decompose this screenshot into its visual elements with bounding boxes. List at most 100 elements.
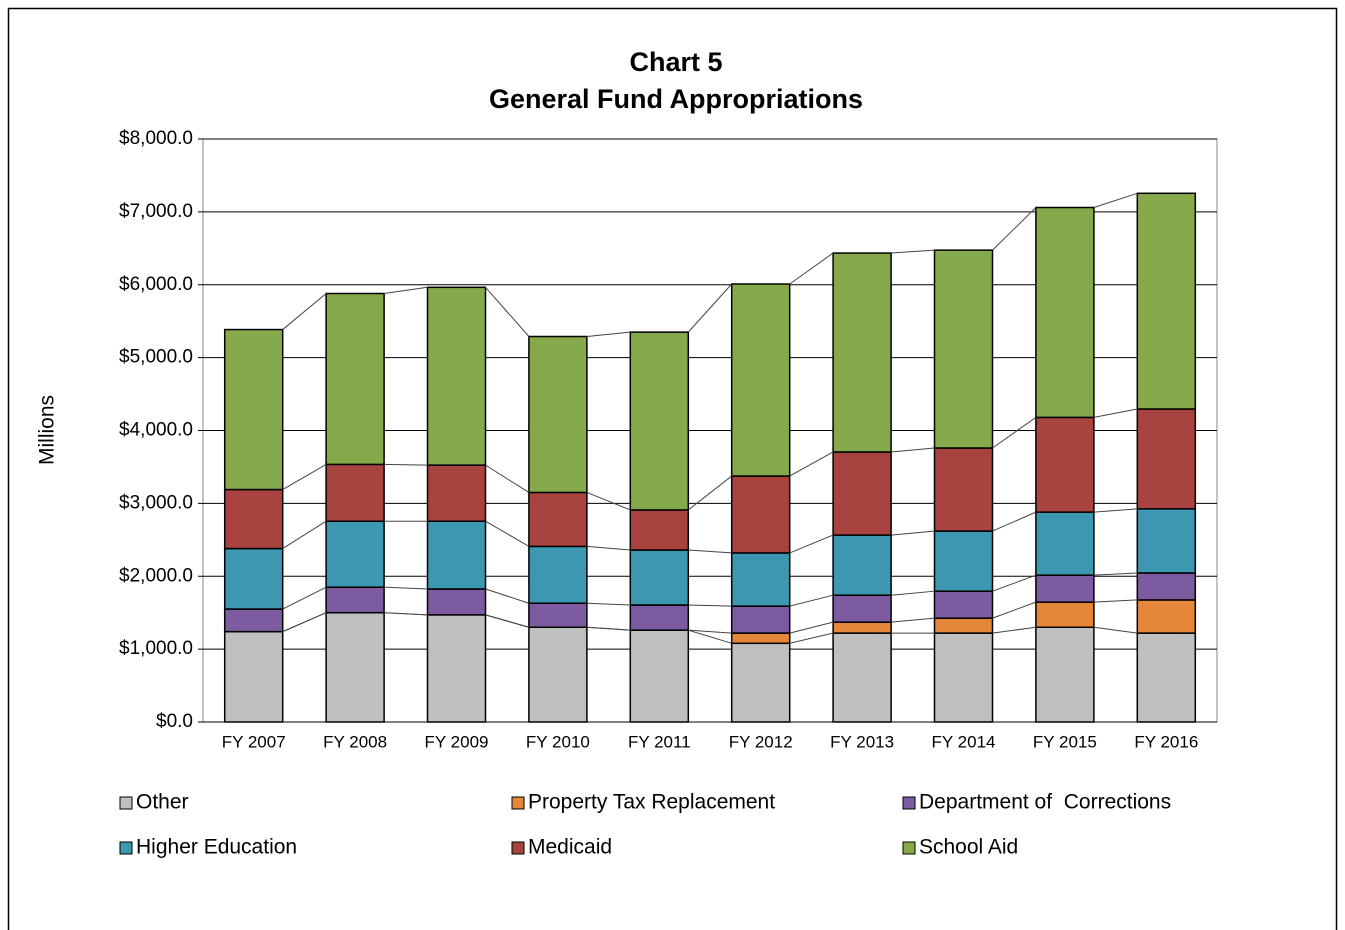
legend-label: Higher Education bbox=[136, 836, 297, 859]
bar-segment bbox=[325, 611, 385, 723]
bar-segment bbox=[223, 328, 284, 491]
x-tick-label: FY 2007 bbox=[222, 732, 286, 751]
connector-line bbox=[485, 614, 530, 628]
connector-line bbox=[282, 586, 327, 610]
x-tick-label: FY 2011 bbox=[628, 732, 691, 751]
x-tick-label: FY 2014 bbox=[932, 732, 996, 751]
connector-line bbox=[1093, 508, 1138, 513]
bar-segment bbox=[325, 586, 385, 614]
bar-segment bbox=[832, 632, 892, 723]
bar-segment bbox=[933, 249, 994, 449]
bar-segment bbox=[730, 642, 791, 723]
bar-segment bbox=[426, 464, 487, 522]
legend-label: Other bbox=[136, 791, 189, 814]
x-tick-label: FY 2012 bbox=[729, 732, 793, 751]
y-tick-label: $0.0 bbox=[156, 711, 193, 732]
legend-label: Property Tax Replacement bbox=[528, 791, 775, 814]
connector-line bbox=[485, 464, 530, 493]
bar-segment bbox=[933, 617, 994, 634]
connector-line bbox=[1093, 626, 1138, 634]
connector-line bbox=[992, 416, 1037, 449]
connector-line bbox=[992, 626, 1036, 634]
bar-segment bbox=[426, 520, 487, 590]
connector-line bbox=[789, 534, 834, 554]
bar-segment bbox=[1035, 416, 1095, 513]
bar-segment bbox=[933, 447, 994, 532]
bar-segment bbox=[528, 545, 588, 604]
y-tick-label: $7,000.0 bbox=[119, 201, 193, 222]
bar-segment bbox=[426, 614, 487, 723]
legend-label: Medicaid bbox=[528, 836, 612, 859]
bar-segment bbox=[629, 509, 690, 551]
bar-segment bbox=[1035, 574, 1095, 603]
bar-segment bbox=[528, 602, 588, 629]
connector-line bbox=[891, 617, 935, 623]
y-tick-label: $8,000.0 bbox=[119, 128, 193, 149]
connector-line bbox=[1093, 408, 1138, 418]
connector-line bbox=[688, 629, 732, 634]
connector-line bbox=[1093, 599, 1138, 603]
connector-line bbox=[586, 331, 631, 337]
connector-line bbox=[992, 601, 1037, 619]
bar-segment bbox=[730, 605, 791, 634]
bar-segment bbox=[933, 632, 994, 723]
y-tick-label: $3,000.0 bbox=[119, 492, 193, 513]
connector-line bbox=[485, 286, 530, 337]
connector-line bbox=[687, 475, 733, 511]
bar-segment bbox=[730, 283, 791, 477]
connector-line bbox=[282, 463, 327, 490]
connector-line bbox=[789, 621, 834, 634]
bar-segment bbox=[426, 286, 487, 466]
bar-segment bbox=[325, 520, 385, 588]
x-tick-label: FY 2009 bbox=[425, 732, 489, 751]
legend-swatch bbox=[902, 841, 916, 855]
bar-segment bbox=[223, 608, 284, 633]
bar-segment bbox=[1136, 408, 1197, 510]
connector-line bbox=[687, 283, 733, 333]
connector-line bbox=[282, 612, 327, 633]
bar-segment bbox=[325, 292, 385, 466]
y-tick-label: $1,000.0 bbox=[119, 638, 193, 659]
bar-segment bbox=[1035, 601, 1095, 629]
legend-swatch bbox=[902, 796, 916, 810]
bar-segment bbox=[629, 331, 690, 511]
connector-line bbox=[789, 451, 834, 477]
x-tick-label: FY 2015 bbox=[1033, 732, 1097, 751]
legend-label: Department of Corrections bbox=[919, 791, 1171, 814]
connector-line bbox=[789, 632, 834, 644]
bar-segment bbox=[1136, 508, 1197, 574]
bar-segment bbox=[832, 252, 892, 453]
bar-segment bbox=[1035, 511, 1095, 576]
connector-line bbox=[282, 293, 327, 330]
bar-segment bbox=[1136, 599, 1197, 634]
legend-swatch bbox=[119, 841, 133, 855]
connector-line bbox=[1093, 572, 1138, 576]
bar-segment bbox=[528, 491, 588, 548]
connector-line bbox=[384, 612, 428, 616]
y-tick-label: $2,000.0 bbox=[119, 565, 193, 586]
connector-line bbox=[586, 545, 631, 551]
x-tick-label: FY 2013 bbox=[830, 732, 894, 751]
y-tick-label: $4,000.0 bbox=[119, 420, 193, 441]
connector-line bbox=[992, 207, 1037, 251]
chart-title: Chart 5 bbox=[629, 47, 722, 77]
connector-line bbox=[384, 586, 428, 590]
connector-line bbox=[891, 530, 935, 536]
x-tick-label: FY 2016 bbox=[1134, 732, 1198, 751]
bar-segment bbox=[629, 604, 690, 631]
bar-segment bbox=[832, 451, 892, 536]
bar-segment bbox=[629, 549, 690, 606]
connector-line bbox=[789, 252, 834, 285]
y-tick-label: $5,000.0 bbox=[119, 347, 193, 368]
legend-label: School Aid bbox=[919, 836, 1018, 859]
connector-line bbox=[586, 626, 631, 631]
bar-segment bbox=[1035, 206, 1095, 419]
bar-segment bbox=[1136, 192, 1197, 410]
bar-segment bbox=[730, 475, 791, 554]
bar-segment bbox=[325, 463, 385, 522]
bar-segment bbox=[730, 632, 791, 645]
connector-line bbox=[688, 549, 732, 554]
bar-segment bbox=[933, 530, 994, 592]
legend-swatch bbox=[511, 796, 525, 810]
connector-line bbox=[992, 511, 1037, 532]
